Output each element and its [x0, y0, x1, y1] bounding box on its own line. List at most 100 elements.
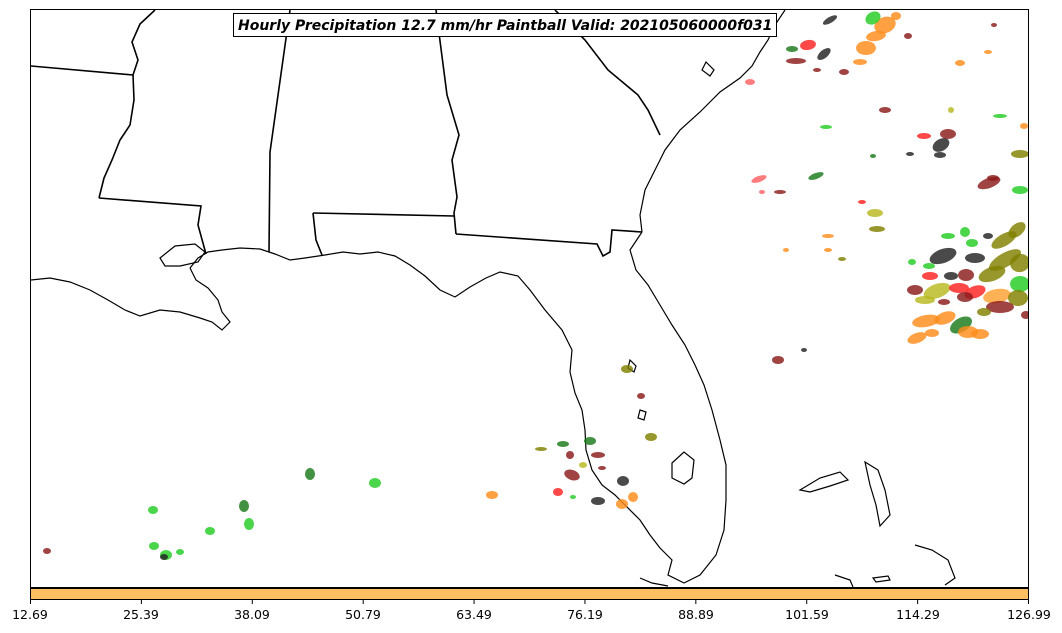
precip-blob [369, 478, 381, 488]
precip-blob [486, 491, 498, 499]
bahamas-andros [864, 460, 891, 528]
precip-blob [616, 499, 628, 509]
paintball-precipitation [43, 11, 1028, 560]
precip-blob [1011, 150, 1028, 158]
state-border-al-fl [312, 212, 455, 217]
precip-blob [957, 292, 973, 302]
precip-blob [867, 209, 883, 217]
colorbar [30, 588, 1029, 600]
precip-blob [813, 68, 821, 72]
precip-blob [786, 46, 798, 52]
precip-blob [148, 506, 158, 514]
louisiana-coast [31, 267, 231, 331]
precip-blob [966, 239, 978, 247]
precip-blob [874, 16, 896, 34]
precip-blob [907, 285, 923, 295]
precip-blob [786, 58, 806, 64]
precip-blob [160, 554, 168, 560]
precip-blob [43, 548, 51, 554]
precip-blob [940, 129, 956, 139]
state-border-ga-fl [455, 229, 643, 258]
precip-blob [1020, 123, 1028, 129]
precip-blob [941, 233, 955, 239]
precip-blob [907, 332, 927, 344]
bahamas-islands [914, 544, 956, 586]
precip-blob [934, 152, 946, 158]
precip-blob [948, 107, 954, 113]
precip-blob [960, 227, 970, 237]
precip-blob [912, 314, 940, 328]
precip-blob [772, 356, 784, 364]
precip-blob [908, 259, 916, 265]
florida-keys [639, 577, 669, 587]
colorbar-tick-label: 38.09 [234, 607, 270, 622]
state-border-ms-tn [31, 65, 134, 76]
precip-blob [591, 452, 605, 458]
precip-blob [598, 466, 606, 470]
precip-blob [993, 114, 1007, 118]
precip-blob [783, 248, 789, 252]
precip-blob [839, 69, 849, 75]
colorbar-tick-label: 76.19 [567, 607, 603, 622]
precip-blob [949, 283, 969, 293]
precip-blob [808, 172, 824, 180]
colorbar-tick-label: 114.29 [896, 607, 940, 622]
precip-blob [553, 488, 563, 496]
cuba-north-coast [798, 471, 850, 493]
precip-blob [965, 253, 985, 263]
precip-blob [305, 468, 315, 480]
precip-blob [986, 301, 1014, 313]
atlantic-coast [639, 10, 786, 233]
precip-blob [579, 462, 587, 468]
precip-blob [977, 308, 991, 316]
precip-blob [958, 269, 974, 281]
precip-blob [239, 500, 249, 512]
precip-blob [820, 125, 832, 129]
precip-blob [570, 495, 576, 499]
precip-blob [938, 299, 950, 305]
precip-blob [891, 12, 901, 20]
precip-blob [621, 365, 633, 373]
precip-blob [591, 497, 605, 505]
precip-blob [628, 492, 638, 502]
colorbar-ticks [30, 600, 1029, 604]
florida-west-coast [189, 247, 651, 536]
precip-blob [991, 23, 997, 27]
lake-okeechobee [671, 451, 695, 485]
precip-blob [865, 11, 881, 25]
precip-blob [906, 152, 914, 156]
precip-blob [923, 263, 935, 269]
colorbar-tick-label: 12.69 [12, 607, 48, 622]
precip-blob [923, 282, 951, 300]
state-border-la-ms [98, 197, 207, 255]
colorbar-tick-label: 126.99 [1007, 607, 1051, 622]
precip-blob [751, 175, 767, 183]
precip-blob [866, 30, 886, 42]
precip-blob [745, 79, 755, 85]
precip-blob [870, 154, 876, 158]
precip-blob [800, 39, 816, 51]
precip-blob [853, 59, 867, 65]
state-border-al-mobile [312, 212, 323, 256]
precip-blob [838, 257, 846, 261]
colorbar-tick-label: 101.59 [785, 607, 829, 622]
precip-blob [987, 175, 999, 181]
precip-blob [1010, 253, 1028, 273]
precip-blob [1021, 311, 1028, 319]
precip-blob [934, 311, 956, 325]
precip-blob [822, 234, 834, 238]
precip-blob [801, 348, 807, 352]
state-borders [31, 10, 661, 258]
precip-blob [617, 476, 629, 486]
precip-blob [566, 451, 574, 459]
precip-blob [856, 41, 876, 55]
precip-blob [932, 138, 950, 152]
precip-blob [564, 469, 580, 481]
colorbar-tick-label: 50.79 [345, 607, 381, 622]
precip-blob [557, 441, 569, 447]
precip-blob [822, 15, 838, 25]
precip-blob [774, 190, 786, 194]
precip-blob [817, 48, 831, 60]
precip-blob [645, 433, 657, 441]
precip-blob [176, 549, 184, 555]
